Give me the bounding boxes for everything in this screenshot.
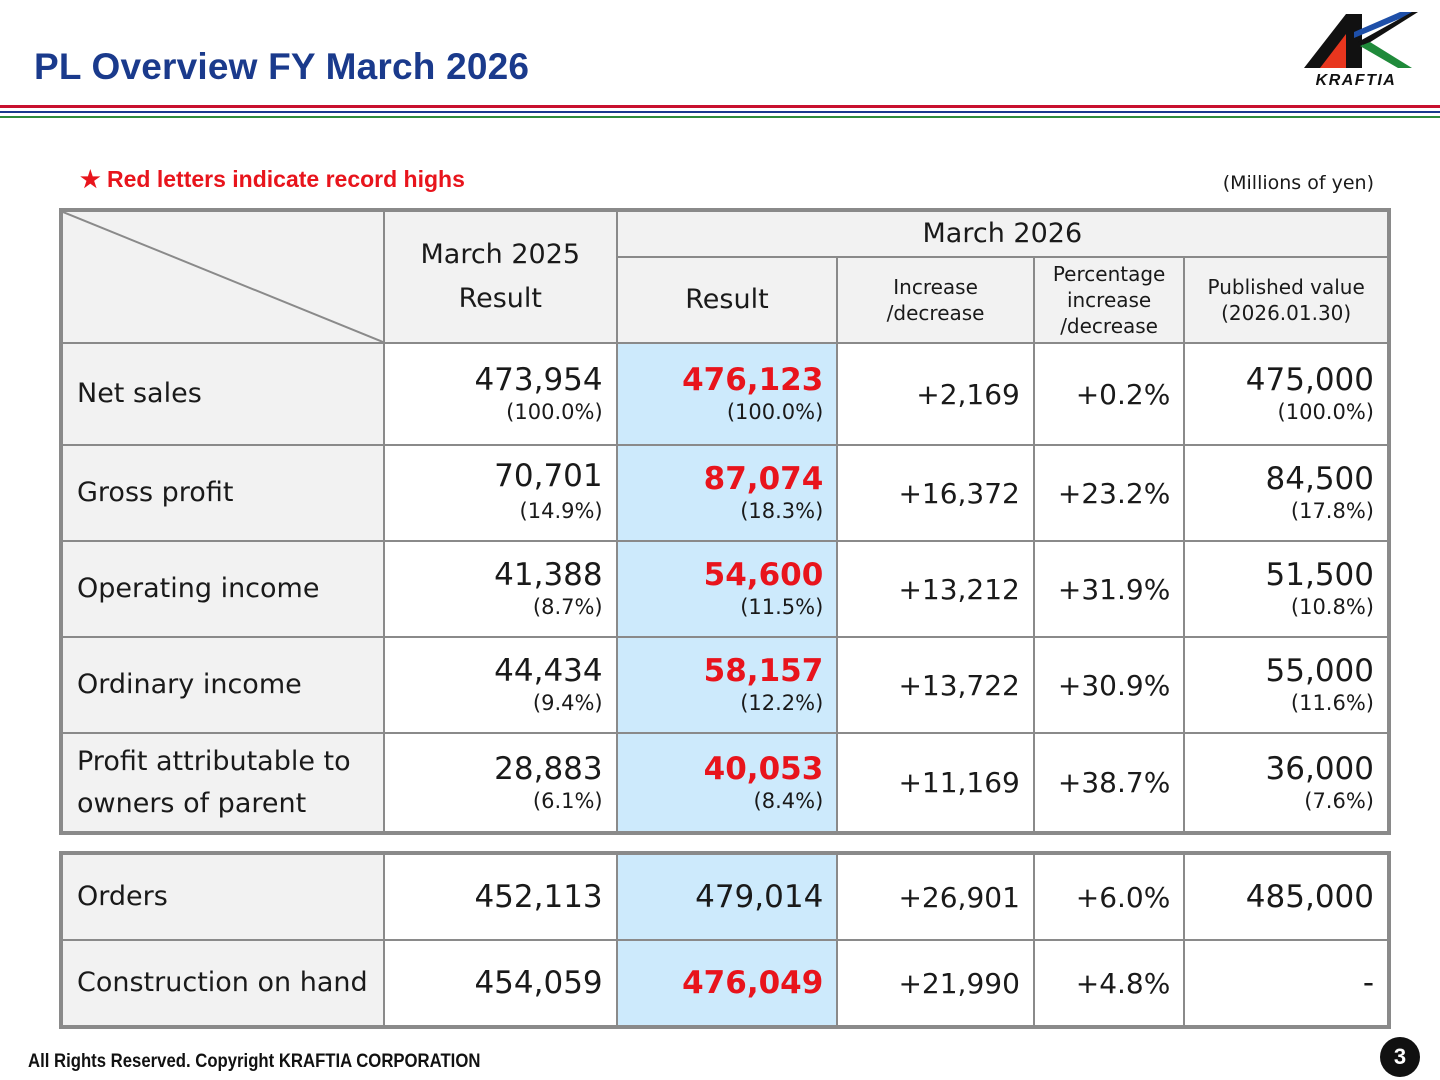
pct-change-cell: +38.7% (1032, 732, 1186, 834)
table-row: Gross profit 70,701 (14.9%) 87,074 (18.3%)… (60, 444, 1390, 542)
published-cell: 84,500 (17.8%) (1183, 444, 1390, 542)
change-cell: +16,372 (836, 444, 1035, 542)
current-result-cell: 87,074 (18.3%) (615, 444, 839, 542)
row-label: Operating income (60, 540, 385, 638)
record-note: ★ Red letters indicate record highs (80, 166, 465, 192)
published-cell: 485,000 (1183, 852, 1390, 941)
change-cell: +13,212 (836, 540, 1035, 638)
table-row: Net sales 473,954 (100.0%) 476,123 (100.0%… (60, 342, 1390, 446)
prev-result-cell: 452,113 (382, 852, 618, 941)
pct-change-cell: +0.2% (1032, 342, 1186, 446)
change-cell: +26,901 (836, 852, 1035, 941)
prev-result-cell: 454,059 (382, 939, 618, 1028)
pct-change-cell: +6.0% (1032, 852, 1186, 941)
current-result-cell: 40,053 (8.4%) (615, 732, 839, 834)
change-cell: +21,990 (836, 939, 1035, 1028)
pl-table: March 2025 Result March 2026 Result Incr… (59, 208, 1391, 835)
current-result-cell: 54,600 (11.5%) (615, 540, 839, 638)
prev-result-cell: 70,701 (14.9%) (382, 444, 618, 542)
header-rule-green (0, 116, 1440, 118)
header-result: Result (615, 256, 839, 344)
published-cell: - (1183, 939, 1390, 1028)
published-cell: 36,000 (7.6%) (1183, 732, 1390, 834)
change-cell: +2,169 (836, 342, 1035, 446)
units-label: (Millions of yen) (1222, 172, 1374, 194)
current-result-cell: 479,014 (615, 852, 839, 941)
prev-result-cell: 44,434 (9.4%) (382, 636, 618, 734)
prev-result-cell: 41,388 (8.7%) (382, 540, 618, 638)
change-cell: +11,169 (836, 732, 1035, 834)
header-rule-red (0, 105, 1440, 108)
kraftia-logo-icon (1304, 12, 1418, 68)
current-result-cell: 58,157 (12.2%) (615, 636, 839, 734)
table-row: Ordinary income 44,434 (9.4%) 58,157 (12.2… (60, 636, 1390, 734)
table-row: Profit attributable to owners of parent … (60, 732, 1390, 834)
pct-change-cell: +31.9% (1032, 540, 1186, 638)
table-row: Operating income 41,388 (8.7%) 54,600 (11.… (60, 540, 1390, 638)
header-increase-decrease: Increase /decrease (836, 256, 1035, 344)
copyright-footer: All Rights Reserved. Copyright KRAFTIA C… (28, 1051, 481, 1072)
row-label: Net sales (60, 342, 385, 446)
page-title: PL Overview FY March 2026 (34, 46, 530, 87)
prev-result-cell: 473,954 (100.0%) (382, 342, 618, 446)
prev-result-cell: 28,883 (6.1%) (382, 732, 618, 834)
table-row: Construction on hand 454,059 476,049 +21… (60, 939, 1390, 1028)
orders-table: Orders 452,113 479,014 +26,901 +6.0% 485… (59, 851, 1391, 1029)
change-cell: +13,722 (836, 636, 1035, 734)
logo-text: KRAFTIA (1315, 72, 1397, 89)
row-label: Ordinary income (60, 636, 385, 734)
row-label: Construction on hand (60, 939, 385, 1028)
current-result-cell: 476,049 (615, 939, 839, 1028)
row-label: Profit attributable to owners of parent (60, 732, 385, 834)
pct-change-cell: +23.2% (1032, 444, 1186, 542)
header-published-value: Published value (2026.01.30) (1183, 256, 1390, 344)
header-corner-cell (60, 209, 385, 344)
published-cell: 51,500 (10.8%) (1183, 540, 1390, 638)
table-row: Orders 452,113 479,014 +26,901 +6.0% 485… (60, 852, 1390, 941)
current-result-cell: 476,123 (100.0%) (615, 342, 839, 446)
pct-change-cell: +4.8% (1032, 939, 1186, 1028)
row-label: Orders (60, 852, 385, 941)
header-rule-blue (0, 111, 1440, 113)
published-cell: 475,000 (100.0%) (1183, 342, 1390, 446)
published-cell: 55,000 (11.6%) (1183, 636, 1390, 734)
pct-change-cell: +30.9% (1032, 636, 1186, 734)
page-number: 3 (1380, 1037, 1420, 1077)
header-march-2025: March 2025 Result (382, 209, 618, 344)
row-label: Gross profit (60, 444, 385, 542)
header-percentage-change: Percentage increase /decrease (1032, 256, 1186, 344)
header-march-2026: March 2026 (615, 209, 1391, 258)
